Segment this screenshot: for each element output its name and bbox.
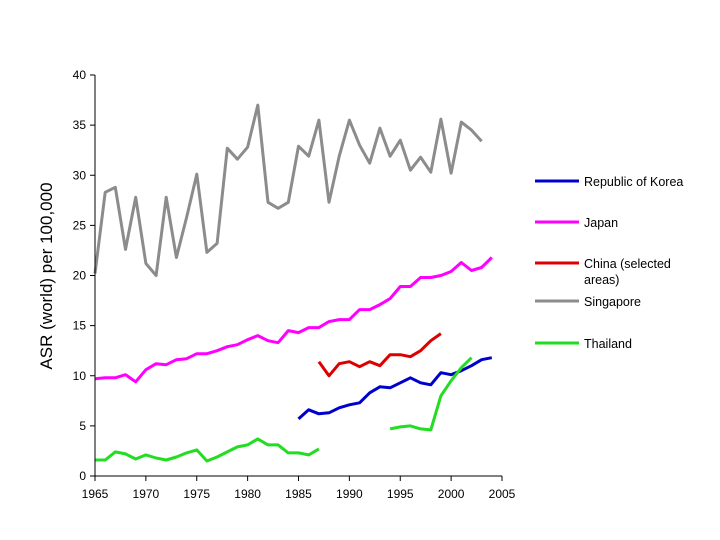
x-tick-label: 1975 [183, 487, 210, 501]
y-tick-label: 0 [79, 469, 86, 483]
x-tick-label: 2005 [489, 487, 516, 501]
legend-label-line: areas) [584, 273, 619, 287]
x-tick-label: 1965 [82, 487, 109, 501]
legend-label-line: Thailand [584, 337, 632, 351]
legend-label-line: China (selected [584, 257, 671, 271]
legend-label-line: Singapore [584, 295, 641, 309]
plot-series [93, 103, 493, 463]
y-tick-label: 15 [73, 319, 87, 333]
x-tick-label: 1985 [285, 487, 312, 501]
axes: 0 5 10 15 20 25 30 35 40 1965 1970 1975 1980 1985 199… [73, 68, 516, 501]
series-line-thailand [95, 437, 320, 463]
series-line-thailand [389, 356, 473, 432]
series-line-china-selected-areas [317, 332, 442, 378]
legend-label-line: Republic of Korea [584, 175, 683, 189]
legend-label-line: Japan [584, 216, 618, 230]
y-tick-label: 40 [73, 68, 87, 82]
legend-label-republic-of-korea: Republic of Korea [584, 175, 683, 189]
legend-label-japan: Japan [584, 216, 618, 230]
y-tick-label: 35 [73, 118, 87, 132]
y-axis-ticks: 0 5 10 15 20 25 30 35 40 [73, 68, 95, 483]
y-tick-label: 25 [73, 218, 87, 232]
y-tick-label: 30 [73, 168, 87, 182]
x-tick-label: 1995 [387, 487, 414, 501]
x-tick-label: 1990 [336, 487, 363, 501]
x-tick-label: 1970 [133, 487, 160, 501]
series-line-japan [94, 256, 493, 384]
legend-label-singapore: Singapore [584, 295, 641, 309]
x-axis-ticks: 1965 1970 1975 1980 1985 1990 1995 2000 2005 [82, 476, 516, 501]
x-tick-label: 1980 [234, 487, 261, 501]
legend: Republic of Korea Japan China (selected are… [535, 175, 683, 351]
series-line-singapore [93, 103, 483, 277]
y-tick-label: 20 [73, 269, 87, 283]
x-tick-label: 2000 [438, 487, 465, 501]
y-tick-label: 5 [79, 419, 86, 433]
legend-label-thailand: Thailand [584, 337, 632, 351]
legend-label-china-selected-areas: China (selected areas) [584, 257, 671, 287]
y-tick-label: 10 [73, 369, 87, 383]
y-axis-label: ASR (world) per 100,000 [37, 182, 56, 369]
